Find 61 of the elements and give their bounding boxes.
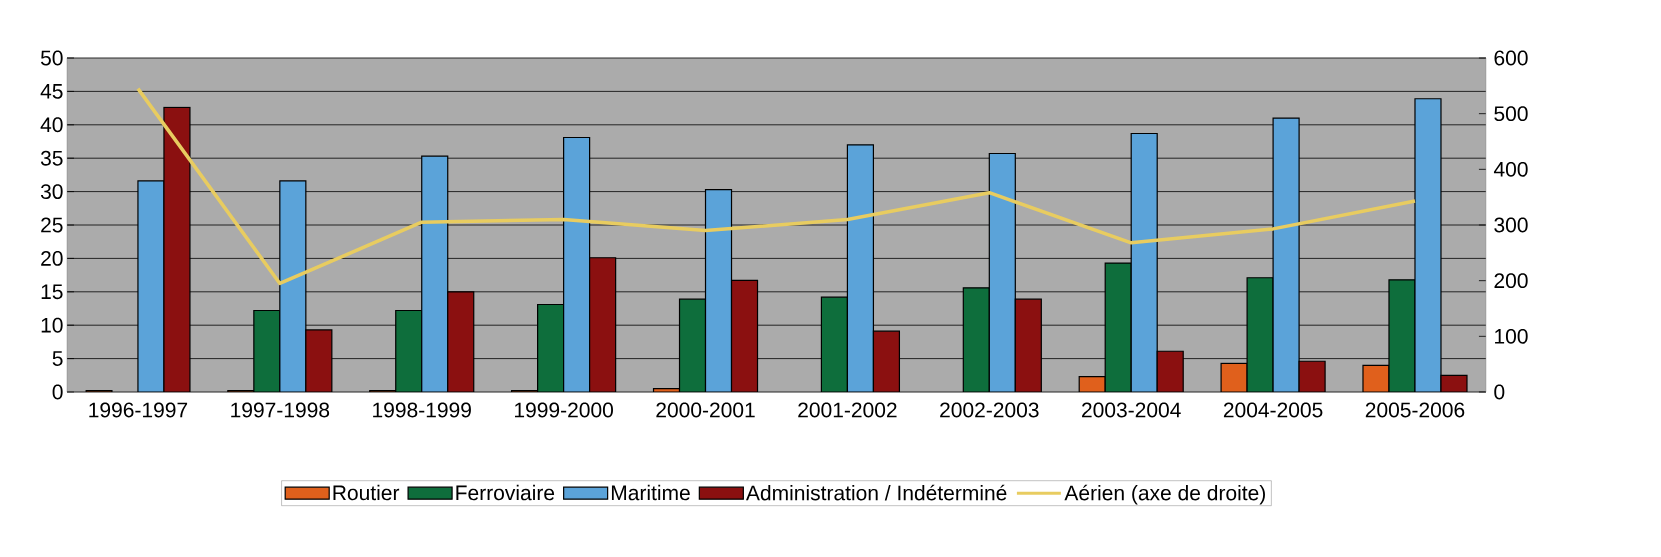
bar bbox=[704, 188, 733, 392]
x-tick-label: 1997-1998 bbox=[231, 402, 330, 418]
bar bbox=[1014, 298, 1042, 392]
y-tick-label: 15 bbox=[41, 284, 63, 300]
bar bbox=[962, 287, 990, 392]
y-tick-label: 30 bbox=[40, 184, 63, 200]
bar bbox=[137, 180, 165, 392]
bar bbox=[421, 155, 449, 392]
bar bbox=[846, 144, 875, 392]
line-series bbox=[136, 86, 1417, 286]
x-tick-label: 2001-2002 bbox=[798, 402, 897, 418]
x-tick-label: 2004-2005 bbox=[1223, 402, 1323, 418]
bar bbox=[1104, 262, 1132, 392]
bar bbox=[163, 106, 191, 392]
y2-tick-label: 600 bbox=[1494, 50, 1528, 66]
x-tick-label: 2003-2004 bbox=[1082, 402, 1181, 418]
legend-label: Aérien (axe de droite) bbox=[1064, 484, 1265, 505]
legend-label: Routier bbox=[333, 484, 400, 501]
bar bbox=[589, 257, 617, 392]
bar bbox=[1246, 277, 1274, 392]
y-tick-label: 0 bbox=[52, 384, 63, 400]
y2-tick-label: 300 bbox=[1494, 217, 1528, 233]
bar bbox=[1388, 279, 1416, 392]
bar bbox=[395, 309, 423, 392]
bar bbox=[305, 329, 333, 392]
x-tick-label: 2000-2001 bbox=[656, 402, 755, 418]
bar bbox=[730, 279, 759, 392]
y-tick-label: 5 bbox=[52, 351, 63, 366]
legend-label: Maritime bbox=[611, 484, 690, 501]
bar bbox=[563, 136, 591, 392]
bar bbox=[447, 291, 475, 392]
y-tick-label: 50 bbox=[40, 50, 63, 66]
bar bbox=[537, 303, 565, 392]
y2-tick-label: 400 bbox=[1493, 161, 1528, 177]
y-tick-label: 10 bbox=[41, 317, 63, 333]
y2-tick-label: 500 bbox=[1494, 106, 1528, 122]
y2-tick-label: 100 bbox=[1495, 328, 1528, 344]
legend-label: Administration / Indéterminé bbox=[745, 484, 1007, 501]
y-tick-label: 20 bbox=[41, 250, 63, 266]
x-tick-label: 2002-2003 bbox=[940, 402, 1039, 418]
y2-tick-label: 200 bbox=[1494, 273, 1528, 289]
bar bbox=[820, 296, 849, 392]
y-tick-label: 40 bbox=[40, 117, 63, 133]
bar bbox=[253, 309, 281, 392]
y2-tick-label: 0 bbox=[1494, 384, 1505, 400]
bar bbox=[872, 330, 901, 392]
bar bbox=[1156, 350, 1184, 392]
y-tick-label: 25 bbox=[41, 217, 63, 233]
bar bbox=[988, 152, 1016, 392]
bar bbox=[1130, 132, 1158, 392]
x-tick-label: 1996-1997 bbox=[89, 402, 188, 418]
x-tick-label: 2005-2006 bbox=[1365, 402, 1465, 418]
y-tick-label: 35 bbox=[40, 150, 63, 166]
bar bbox=[1414, 98, 1442, 392]
x-tick-label: 1998-1999 bbox=[373, 402, 471, 418]
bar bbox=[279, 180, 307, 392]
y-tick-label: 45 bbox=[40, 84, 63, 99]
bar bbox=[1272, 117, 1300, 392]
x-tick-label: 1999-2000 bbox=[515, 402, 613, 418]
bar bbox=[678, 298, 707, 392]
legend-label: Ferroviaire bbox=[456, 484, 555, 501]
